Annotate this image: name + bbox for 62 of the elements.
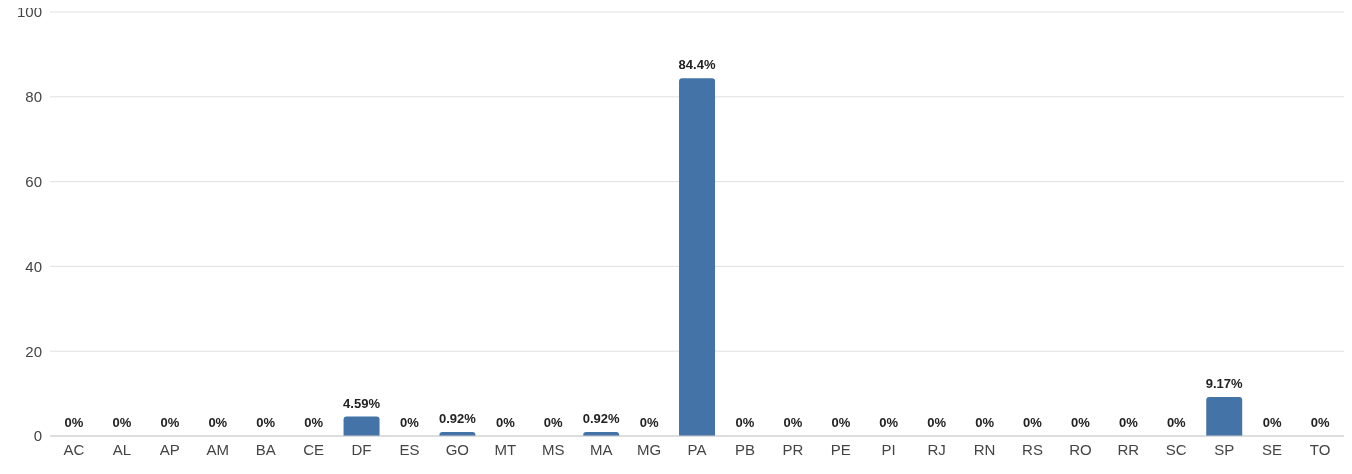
x-tick-label: SE bbox=[1262, 440, 1283, 458]
data-label: 0% bbox=[1166, 415, 1187, 430]
x-tick-label: MT bbox=[494, 440, 517, 458]
data-label: 0.92% bbox=[438, 411, 477, 427]
x-tick-label: MG bbox=[636, 440, 662, 458]
y-tick-label: 60 bbox=[25, 172, 42, 190]
bar bbox=[343, 416, 380, 436]
x-tick-label: MA bbox=[589, 440, 613, 458]
data-label: 0% bbox=[256, 415, 276, 430]
bar bbox=[679, 78, 716, 436]
x-tick-label: ES bbox=[399, 440, 420, 458]
x-tick-label: RS bbox=[1022, 440, 1043, 458]
data-label: 0% bbox=[543, 415, 564, 430]
data-label: 0% bbox=[112, 415, 132, 430]
y-tick-label: 40 bbox=[25, 257, 42, 275]
data-label: 0.92% bbox=[582, 411, 621, 427]
x-tick-label: GO bbox=[445, 440, 470, 458]
x-tick-label: PR bbox=[782, 440, 804, 458]
x-tick-label: RO bbox=[1069, 440, 1092, 458]
data-label: 0% bbox=[304, 415, 324, 430]
data-label: 0% bbox=[927, 415, 947, 430]
x-tick-label: PE bbox=[830, 440, 851, 458]
y-tick-label: 80 bbox=[25, 88, 42, 106]
data-label: 0% bbox=[1262, 415, 1282, 430]
x-tick-label: CE bbox=[303, 440, 325, 458]
data-label: 9.17% bbox=[1205, 376, 1244, 392]
x-tick-label: AM bbox=[206, 440, 229, 458]
x-tick-label: PB bbox=[734, 440, 755, 458]
data-label: 0% bbox=[64, 415, 84, 430]
x-tick-label: TO bbox=[1309, 440, 1331, 458]
x-tick-label: AC bbox=[63, 440, 85, 458]
x-tick-label: MS bbox=[541, 440, 565, 458]
data-label: 0% bbox=[1310, 415, 1330, 430]
data-label: 0% bbox=[783, 415, 803, 430]
data-label: 0% bbox=[1023, 415, 1043, 430]
data-label: 0% bbox=[639, 415, 659, 430]
data-label: 0% bbox=[160, 415, 180, 430]
data-label: 0% bbox=[1118, 415, 1139, 430]
data-label: 0% bbox=[495, 415, 516, 430]
data-label: 4.59% bbox=[343, 395, 381, 411]
data-label: 84.4% bbox=[678, 57, 716, 73]
data-label: 0% bbox=[975, 415, 995, 430]
x-tick-label: PI bbox=[881, 440, 896, 458]
x-tick-label: PA bbox=[687, 440, 707, 458]
x-tick-label: SP bbox=[1214, 440, 1235, 458]
x-tick-label: AP bbox=[159, 440, 180, 458]
x-tick-label: DF bbox=[351, 440, 372, 458]
data-label: 0% bbox=[735, 415, 755, 430]
y-tick-label: 0 bbox=[33, 427, 42, 445]
data-label: 0% bbox=[831, 415, 851, 430]
x-tick-label: SC bbox=[1165, 440, 1187, 458]
data-label: 0% bbox=[400, 415, 420, 430]
data-label: 0% bbox=[879, 415, 899, 430]
x-tick-label: RR bbox=[1117, 440, 1140, 458]
x-tick-label: BA bbox=[255, 440, 276, 458]
y-tick-label: 20 bbox=[25, 342, 42, 360]
bar bbox=[1206, 397, 1243, 436]
data-label: 0% bbox=[1071, 415, 1091, 430]
x-tick-label: AL bbox=[112, 440, 132, 458]
x-tick-label: RN bbox=[973, 440, 996, 458]
x-tick-label: RJ bbox=[927, 440, 946, 458]
data-label: 0% bbox=[208, 415, 228, 430]
